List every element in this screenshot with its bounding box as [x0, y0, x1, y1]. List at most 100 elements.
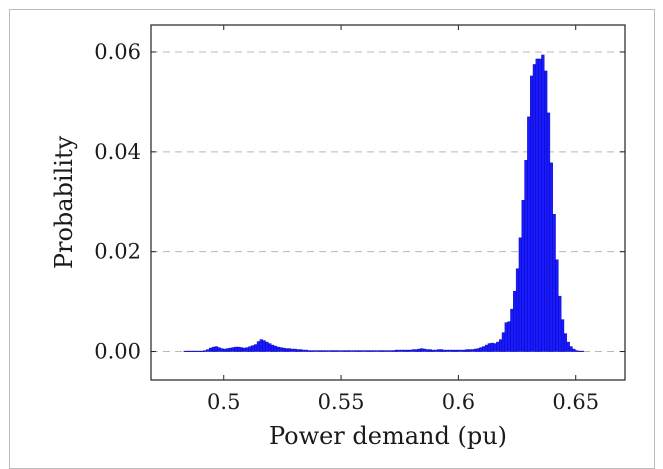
- histogram-bar: [231, 347, 235, 352]
- histogram-bar: [186, 350, 190, 352]
- histogram-bar: [549, 162, 553, 352]
- histogram-bar: [403, 349, 407, 352]
- histogram-bar: [569, 346, 573, 352]
- histogram-bar: [346, 350, 351, 352]
- histogram-bar: [276, 346, 280, 352]
- histogram-bar: [515, 268, 520, 352]
- histogram-bar: [560, 319, 565, 352]
- histogram-bar: [375, 350, 379, 352]
- plot-area-border: [150, 24, 626, 381]
- histogram-bar: [535, 58, 539, 352]
- histogram-bar: [425, 349, 430, 352]
- histogram-bar: [484, 344, 489, 352]
- histogram-bar: [527, 116, 531, 352]
- histogram-bar: [220, 348, 224, 352]
- histogram-bar: [555, 259, 559, 352]
- histogram-bar: [468, 349, 472, 352]
- histogram-bar: [524, 160, 528, 352]
- histogram-bar: [544, 70, 548, 352]
- histogram-bar: [411, 349, 415, 352]
- histogram-bar: [397, 349, 401, 352]
- histogram-bar: [386, 350, 390, 352]
- y-tick-label: 0.06: [94, 40, 141, 64]
- histogram-bar: [203, 350, 207, 352]
- histogram-bar: [428, 349, 432, 352]
- histogram-bar: [315, 350, 320, 352]
- histogram-bar: [406, 349, 410, 352]
- histogram-bar: [439, 349, 444, 352]
- histogram-bar: [296, 349, 300, 352]
- histogram-bar: [453, 349, 458, 352]
- tick-layer: 0.00 0.02 0.04 0.06 0.5 0.55 0.6 0.65: [94, 25, 625, 414]
- histogram-bar: [330, 350, 334, 352]
- bar-layer: [183, 54, 584, 352]
- histogram-bar: [285, 348, 289, 352]
- histogram-bar: [552, 214, 556, 352]
- histogram-bar: [501, 332, 506, 352]
- histogram-bar: [417, 348, 421, 352]
- y-tick-label: 0.04: [94, 140, 141, 164]
- histogram-bar: [577, 350, 582, 352]
- histogram-bar: [225, 348, 230, 352]
- histogram-bar: [541, 54, 545, 352]
- histogram-bar: [341, 350, 345, 352]
- histogram-bar: [422, 348, 427, 352]
- histogram-bar: [352, 350, 356, 352]
- histogram-bar: [496, 341, 500, 352]
- histogram-bar: [566, 341, 570, 352]
- histogram-bar: [254, 344, 258, 352]
- histogram-bar: [206, 349, 210, 352]
- histogram-bar: [304, 349, 308, 352]
- histogram-bar: [290, 348, 294, 352]
- x-tick-label: 0.65: [552, 390, 599, 414]
- histogram-bar: [234, 346, 238, 352]
- histogram-bar: [259, 339, 263, 352]
- histogram-bar: [499, 339, 503, 352]
- histogram-bar: [451, 349, 455, 352]
- histogram-bar: [200, 350, 204, 352]
- histogram-bar: [380, 350, 384, 352]
- histogram-bar: [239, 347, 244, 352]
- histogram-bar: [575, 350, 579, 352]
- histogram-bar: [324, 350, 328, 352]
- y-tick-label: 0.00: [94, 340, 141, 364]
- histogram-bar: [504, 322, 508, 352]
- histogram-bar: [251, 345, 255, 352]
- histogram-bar: [369, 350, 373, 352]
- histogram-bar: [363, 350, 368, 352]
- histogram-bar: [335, 350, 339, 352]
- histogram-bar: [237, 346, 241, 352]
- histogram-bar: [473, 348, 477, 352]
- histogram-bar: [361, 350, 365, 352]
- x-tick-label: 0.6: [442, 390, 475, 414]
- histogram-bar: [465, 349, 469, 352]
- histogram-bar: [476, 348, 480, 352]
- histogram-bar: [377, 350, 382, 352]
- histogram-bar: [358, 350, 362, 352]
- histogram-bar: [217, 347, 221, 352]
- histogram-bar: [211, 346, 216, 352]
- histogram-bar: [349, 350, 354, 352]
- histogram-bar: [262, 340, 266, 352]
- histogram-bar: [518, 237, 522, 352]
- histogram-bar: [194, 350, 199, 352]
- histogram-bar: [456, 349, 461, 352]
- histogram-bar: [301, 349, 306, 352]
- histogram-bar: [265, 341, 269, 352]
- y-tick-label: 0.02: [94, 240, 141, 264]
- histogram-bar: [479, 347, 483, 352]
- histogram-bar: [197, 350, 201, 352]
- histogram-bar: [572, 348, 576, 352]
- histogram-bar: [307, 350, 311, 352]
- histogram-bar: [214, 346, 218, 352]
- histogram-bar: [223, 348, 227, 352]
- histogram-bar: [389, 350, 393, 352]
- y-axis-title: Probability: [50, 135, 78, 269]
- histogram-bar: [242, 347, 247, 352]
- histogram-bar: [445, 349, 449, 352]
- histogram-bar: [321, 350, 325, 352]
- histogram-bar: [394, 349, 399, 352]
- histogram-bar: [344, 350, 348, 352]
- histogram-bar: [459, 349, 463, 352]
- histogram-bar: [482, 346, 486, 352]
